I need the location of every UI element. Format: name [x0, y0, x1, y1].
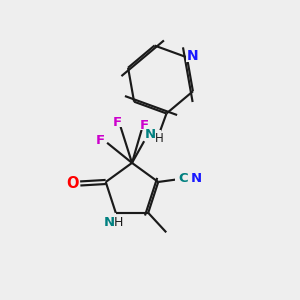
Bar — [67, 179, 79, 188]
Text: F: F — [140, 119, 148, 132]
Text: N: N — [191, 172, 202, 185]
Bar — [175, 174, 194, 183]
Text: H: H — [114, 216, 124, 229]
Text: N: N — [145, 128, 156, 141]
Text: C: C — [178, 172, 188, 185]
Text: N: N — [187, 50, 198, 63]
Text: H: H — [155, 132, 164, 145]
Bar — [139, 121, 149, 130]
Text: N: N — [103, 216, 115, 229]
Bar — [103, 218, 119, 227]
Bar — [186, 51, 198, 62]
Text: O: O — [67, 176, 79, 191]
Text: F: F — [112, 116, 122, 129]
Bar — [143, 130, 161, 140]
Bar — [95, 136, 106, 145]
Text: F: F — [96, 134, 105, 147]
Bar — [112, 118, 122, 127]
